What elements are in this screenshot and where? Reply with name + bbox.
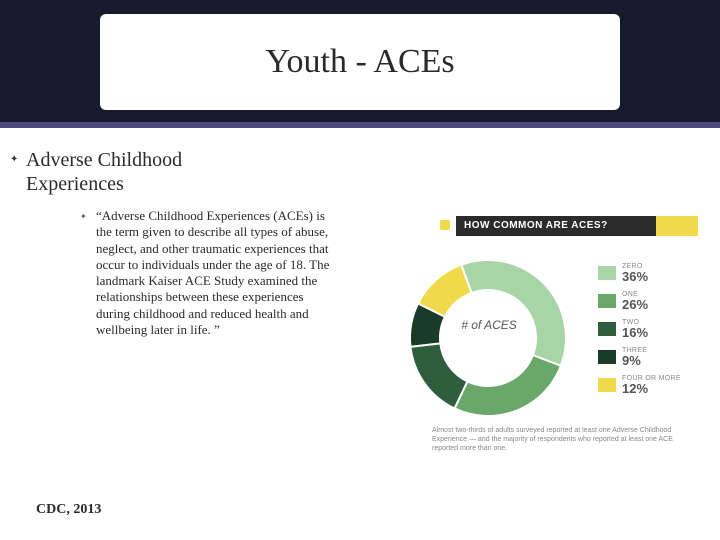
legend-row: TWO16% bbox=[598, 318, 681, 340]
header-bullet-icon bbox=[440, 220, 450, 230]
legend-swatch bbox=[598, 322, 616, 336]
legend-row: THREE9% bbox=[598, 346, 681, 368]
aces-infographic: HOW COMMON ARE ACES? # of ACES ZERO36% ON… bbox=[388, 198, 698, 468]
donut-segment bbox=[410, 343, 467, 408]
donut-chart bbox=[406, 256, 570, 420]
legend-row: ONE26% bbox=[598, 290, 681, 312]
legend-row: FOUR OR MORE12% bbox=[598, 374, 681, 396]
infographic-caption: Almost two-thirds of adults surveyed rep… bbox=[432, 426, 692, 453]
chart-legend: ZERO36% ONE26% TWO16% THREE9% FOUR OR MORE12… bbox=[598, 262, 681, 402]
legend-value: 16% bbox=[622, 326, 648, 339]
legend-swatch bbox=[598, 378, 616, 392]
legend-value: 9% bbox=[622, 354, 647, 367]
legend-value: 12% bbox=[622, 382, 681, 395]
legend-text: FOUR OR MORE12% bbox=[622, 375, 681, 395]
title-band: Youth - ACEs bbox=[0, 0, 720, 128]
legend-swatch bbox=[598, 266, 616, 280]
body-paragraph: “Adverse Childhood Experiences (ACEs) is… bbox=[96, 208, 332, 338]
sub-bullet-icon: ✦ bbox=[80, 212, 87, 221]
slide-title: Youth - ACEs bbox=[265, 43, 454, 81]
infographic-header: HOW COMMON ARE ACES? bbox=[388, 216, 698, 238]
donut-segment bbox=[461, 260, 566, 366]
bullet-icon: ✦ bbox=[10, 154, 18, 165]
legend-row: ZERO36% bbox=[598, 262, 681, 284]
donut-segment bbox=[455, 355, 561, 416]
donut-center-label: # of ACES bbox=[444, 318, 534, 332]
legend-text: THREE9% bbox=[622, 347, 647, 367]
legend-swatch bbox=[598, 350, 616, 364]
title-container: Youth - ACEs bbox=[100, 14, 620, 110]
section-heading: Adverse Childhood Experiences bbox=[26, 148, 182, 196]
legend-text: ZERO36% bbox=[622, 263, 648, 283]
legend-value: 26% bbox=[622, 298, 648, 311]
content-area: ✦ Adverse Childhood Experiences ✦ “Adver… bbox=[0, 142, 720, 540]
citation: CDC, 2013 bbox=[36, 502, 101, 518]
legend-text: TWO16% bbox=[622, 319, 648, 339]
header-accent bbox=[656, 216, 698, 236]
heading-line-2: Experiences bbox=[26, 173, 124, 195]
legend-text: ONE26% bbox=[622, 291, 648, 311]
legend-value: 36% bbox=[622, 270, 648, 283]
heading-line-1: Adverse Childhood bbox=[26, 149, 182, 171]
infographic-title: HOW COMMON ARE ACES? bbox=[456, 216, 656, 236]
legend-swatch bbox=[598, 294, 616, 308]
